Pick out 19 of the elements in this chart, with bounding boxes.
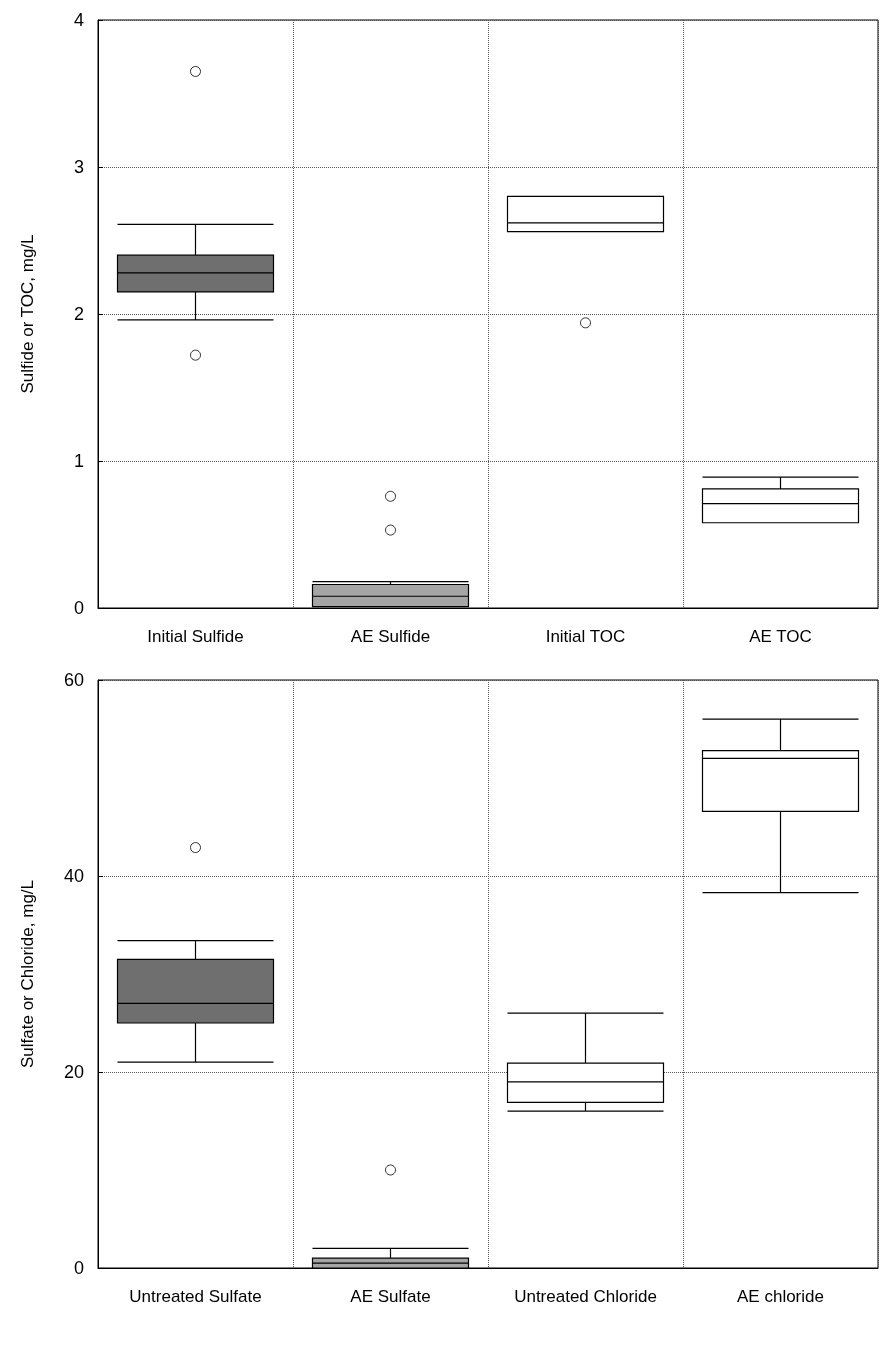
y-tick-label: 60 [63,670,84,690]
y-tick-label: 0 [73,598,84,618]
y-tick-label: 0 [73,1258,84,1278]
y-tick-label: 2 [73,304,84,324]
y-tick-label: 3 [73,157,84,177]
x-tick-label: Untreated Sulfate [129,1287,262,1306]
x-tick-label: Initial Sulfide [147,627,244,646]
y-axis-title: Sulfate or Chloride, mg/L [18,879,37,1069]
x-tick-label: AE Sulfide [350,627,431,646]
y-tick-label: 20 [63,1062,84,1082]
x-tick-label: Initial TOC [545,627,626,646]
x-tick-label: Untreated Chloride [514,1287,657,1306]
y-tick-label: 40 [63,866,84,886]
x-tick-label: AE Sulfate [350,1287,431,1306]
x-tick-label: AE TOC [749,627,812,646]
y-axis-title: Sulfide or TOC, mg/L [18,234,37,394]
x-tick-label: AE chloride [737,1287,824,1306]
y-tick-label: 4 [73,10,84,30]
y-tick-label: 1 [73,451,84,471]
